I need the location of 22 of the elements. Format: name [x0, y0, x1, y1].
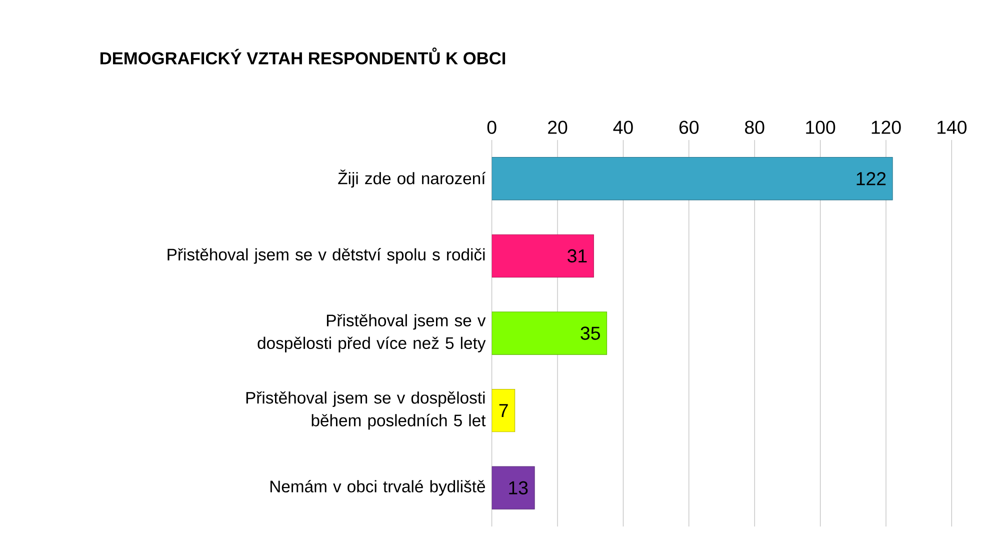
x-tick-label: 40 [613, 120, 633, 134]
x-tick-label: 20 [548, 120, 568, 134]
y-tick-label: Přistěhoval jsem se v dětství spolu s rodiči [168, 248, 485, 264]
x-tick-label: 140 [938, 120, 967, 134]
x-tick-label: 100 [806, 120, 836, 134]
data-label: 122 [856, 172, 886, 186]
data-label: 35 [580, 326, 600, 340]
text: DEMOGRAFICKÝ VZTAH RESPONDENTŮ K OBCI [100, 48, 506, 65]
bar [492, 234, 594, 278]
y-tick-label: Žiji zde od narození [338, 170, 486, 188]
data-label: 31 [568, 249, 587, 263]
bar [492, 466, 535, 510]
x-tick-label: 60 [679, 120, 699, 134]
data-label: 13 [509, 481, 528, 495]
data-label: 7 [499, 404, 508, 418]
x-tick-label: 80 [745, 120, 764, 134]
y-tick-label: Přistěhoval jsem se v dospělosti před více než 5 lety [258, 314, 486, 352]
y-tick-label: Nemám v obci trvalé bydliště [270, 480, 486, 496]
x-tick-label: 120 [872, 120, 901, 134]
x-tick-label: 0 [487, 120, 496, 134]
bar [492, 157, 893, 200]
y-tick-label: Přistěhoval jsem se v dospělosti během posledních 5 let [246, 392, 486, 430]
